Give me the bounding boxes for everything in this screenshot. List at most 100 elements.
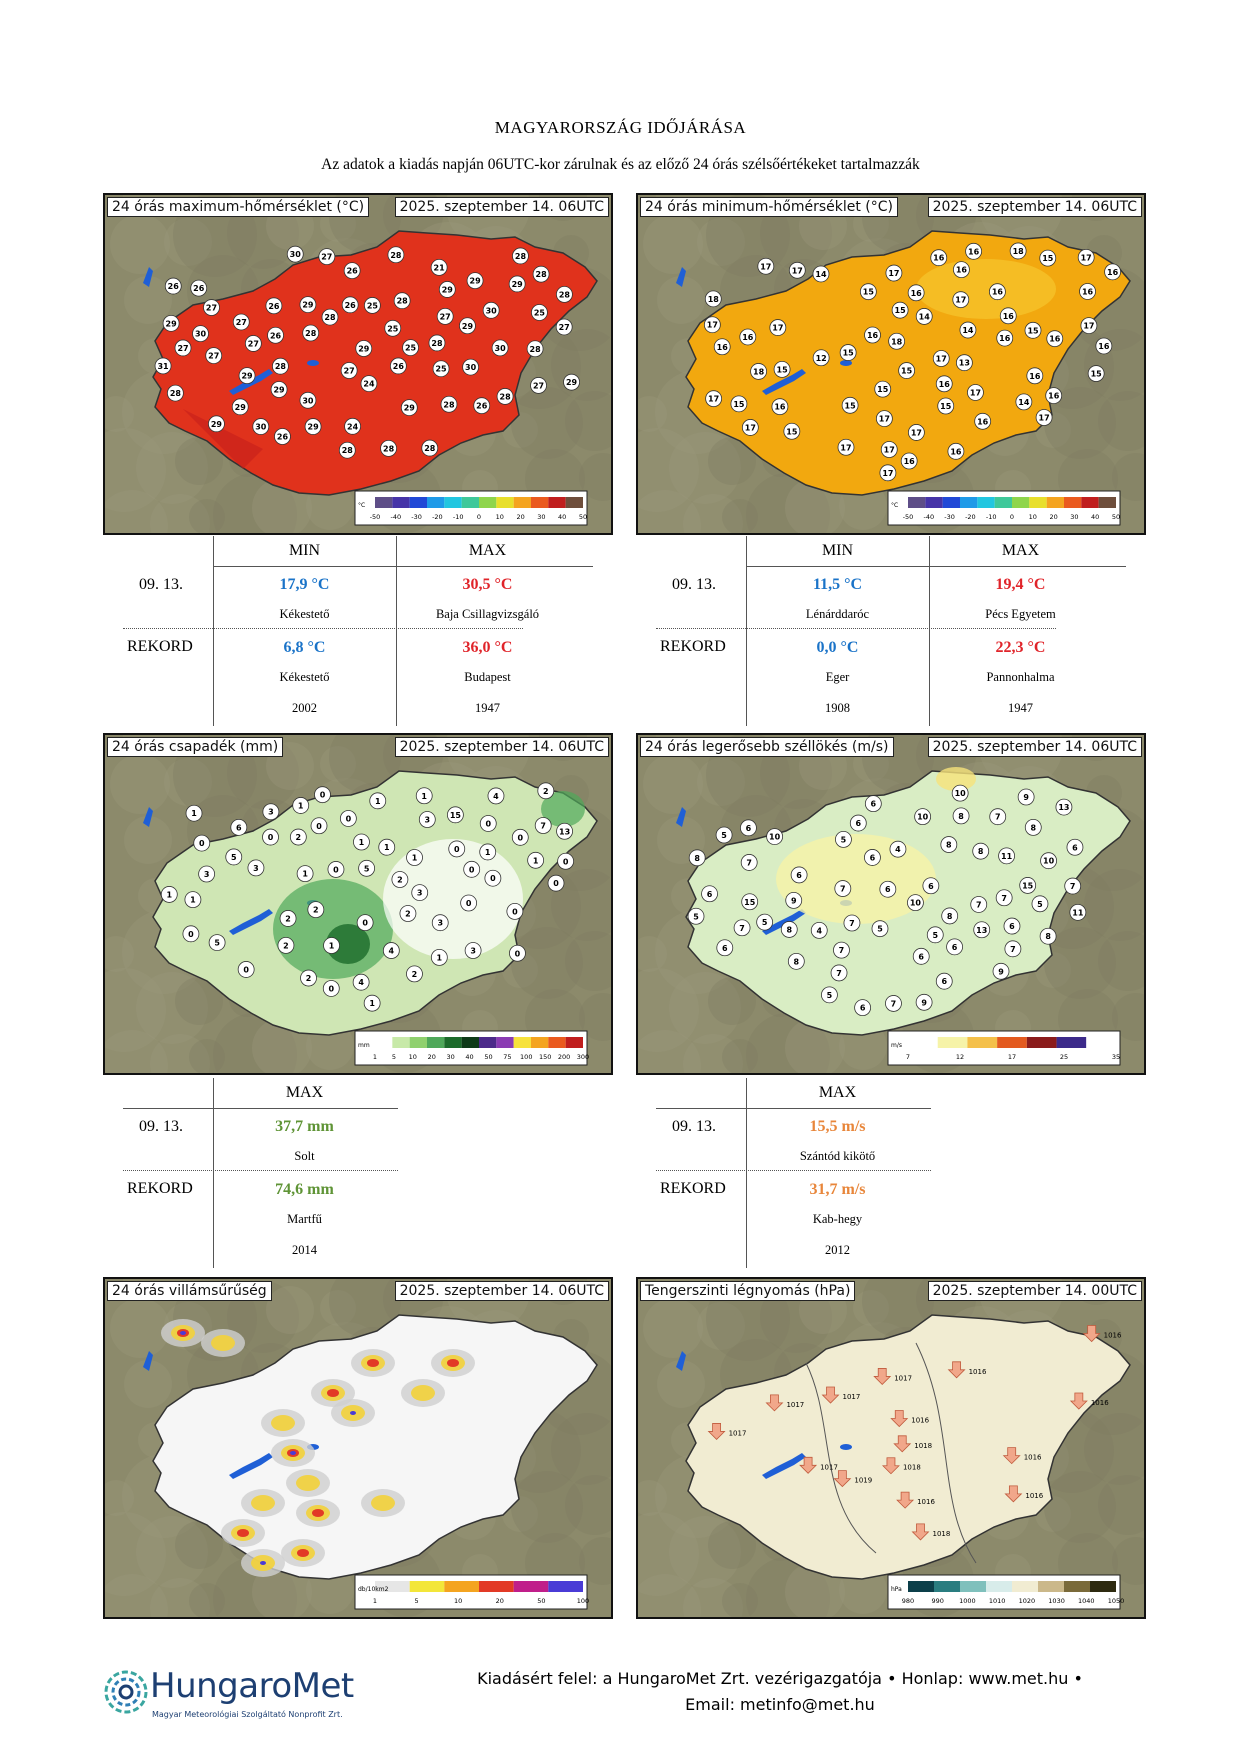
station-value: 5 [214, 939, 220, 948]
station-value: 6 [860, 1004, 866, 1013]
station-value: 5 [693, 912, 699, 921]
station-value: 10 [955, 789, 967, 798]
tmax-map-title: 24 órás maximum-hőmérséklet (°C) [107, 197, 370, 217]
station-marker [1045, 387, 1063, 404]
station-marker [996, 329, 1014, 347]
station-value: 5 [762, 918, 768, 927]
lightning-map-title: 24 órás villámsűrűség [107, 1281, 272, 1301]
station-value: 29 [470, 277, 482, 286]
station-value: 27 [177, 344, 188, 353]
tmin-map: 14 15 17 15 16 15 12 15 17 15 16 15 16 14 16 13 16 15 16 15… [636, 193, 1146, 535]
station-value: 2 [296, 833, 302, 842]
scale-unit: °C [891, 502, 898, 509]
station-marker [750, 363, 768, 380]
station-marker [812, 349, 830, 367]
station-value: 15 [744, 898, 756, 907]
station-value: 5 [841, 835, 847, 844]
record-label: REKORD [660, 638, 726, 655]
station-value: 0 [320, 791, 326, 800]
station-marker [225, 848, 243, 866]
scale-swatch [977, 497, 995, 508]
station-value: 26 [193, 284, 205, 293]
station-value: 0 [199, 839, 205, 848]
min-header: MIN [288, 542, 321, 559]
station-marker [705, 390, 723, 408]
station-value: 30 [290, 250, 302, 259]
station-marker [1080, 317, 1098, 334]
scale-tick-label: -50 [370, 513, 381, 521]
station-marker [307, 901, 325, 919]
station-marker [190, 279, 208, 297]
station-marker [740, 819, 757, 837]
station-value: 16 [1049, 335, 1061, 344]
station-marker [526, 340, 544, 358]
station-marker [953, 261, 970, 279]
station-value: 17 [1081, 253, 1092, 262]
station-value: 31 [157, 362, 169, 371]
station-value: 18 [891, 337, 903, 346]
scale-swatch [934, 1581, 960, 1592]
station-value: 17 [879, 415, 890, 424]
station-value: 8 [947, 912, 953, 921]
station-value: 0 [517, 833, 523, 842]
station-value: 27 [248, 339, 259, 348]
station-marker [431, 914, 449, 932]
station-value: 15 [901, 367, 913, 376]
station-value: 6 [952, 943, 958, 952]
station-value: 11 [1001, 852, 1013, 861]
station-value: 7 [849, 919, 855, 928]
station-value: 16 [774, 403, 786, 412]
record-value: 31,7 m/s [809, 1181, 866, 1198]
station-value: 10 [769, 833, 781, 842]
scale-swatch [513, 1581, 549, 1592]
station-value: 0 [466, 899, 472, 908]
scale-swatch [1012, 497, 1030, 508]
station-marker [399, 905, 417, 922]
lake-ferto [143, 1351, 153, 1371]
station-value: 28 [515, 252, 527, 261]
station-marker [1104, 263, 1122, 281]
date-label: 09. 13. [672, 576, 716, 593]
station-marker [935, 972, 953, 990]
scale-tick-label: 0 [1010, 513, 1014, 521]
station-marker [907, 424, 925, 441]
station-marker [512, 247, 529, 265]
station-marker [955, 354, 973, 372]
scale-tick-label: 980 [902, 1597, 914, 1605]
station-value: 5 [1037, 900, 1043, 909]
station-value: 8 [1045, 932, 1051, 941]
scale-tick-label: 300 [577, 1053, 589, 1061]
station-marker [265, 297, 283, 315]
scale-swatch [375, 497, 393, 508]
record-min-station: Kékestető [279, 670, 330, 684]
station-value: 6 [870, 853, 876, 862]
station-marker [915, 308, 933, 325]
station-marker [393, 292, 411, 310]
station-marker [491, 339, 509, 357]
lake-ferto [676, 807, 686, 827]
scale-tick-label: 10 [1029, 513, 1037, 521]
station-value: 6 [885, 885, 891, 894]
station-marker [830, 964, 848, 982]
station-value: 27 [206, 304, 217, 313]
station-marker [1069, 903, 1087, 921]
station-marker [701, 885, 718, 903]
tmax-map: 24 27 27 25 26 21 25 26 27 28 27 26 25 28 26 26 27 28 27 28… [103, 193, 613, 535]
station-value: 29 [404, 404, 416, 413]
station-marker [785, 891, 803, 909]
station-marker [436, 307, 454, 325]
station-marker [327, 861, 345, 878]
scale-tick-label: 50 [579, 513, 587, 521]
wind-arrow-icon [911, 1523, 930, 1541]
scale-tick-label: -30 [944, 513, 955, 521]
station-marker [1095, 337, 1113, 355]
station-marker [384, 319, 402, 337]
scale-swatch [444, 1037, 462, 1048]
station-value: 15 [1027, 326, 1039, 335]
lake-balaton [229, 909, 273, 935]
station-value: 13 [1058, 803, 1069, 812]
station-marker [440, 395, 458, 413]
station-value: 28 [342, 446, 354, 455]
station-value: 4 [895, 845, 901, 854]
scale-tick-label: 1030 [1048, 1597, 1065, 1605]
